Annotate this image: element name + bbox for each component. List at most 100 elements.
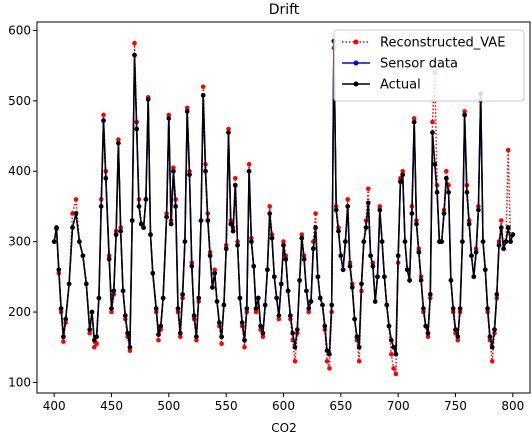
- data-point: [203, 168, 208, 174]
- data-point: [143, 197, 149, 202]
- data-point: [322, 323, 328, 329]
- data-point: [389, 352, 394, 357]
- data-point: [255, 295, 261, 301]
- data-point: [184, 109, 190, 114]
- series-actual: [51, 38, 516, 357]
- data-point: [480, 239, 486, 244]
- y-tick-label: 200: [8, 305, 31, 319]
- data-point: [166, 112, 172, 118]
- data-point: [63, 316, 68, 322]
- data-point: [457, 306, 463, 311]
- data-point: [354, 334, 360, 340]
- data-point: [425, 330, 431, 336]
- data-point: [356, 359, 362, 364]
- data-point: [175, 306, 181, 311]
- data-point: [253, 309, 259, 315]
- data-point: [120, 288, 126, 294]
- data-point: [158, 323, 164, 329]
- data-point: [320, 302, 325, 308]
- data-point: [210, 285, 215, 290]
- data-point: [398, 179, 403, 185]
- data-point: [153, 306, 159, 311]
- data-point: [333, 207, 339, 213]
- x-tick-label: 600: [272, 399, 295, 413]
- data-point: [313, 211, 318, 216]
- data-point: [164, 214, 169, 220]
- data-point: [505, 147, 511, 153]
- data-point: [246, 161, 252, 167]
- data-point: [217, 320, 222, 325]
- data-point: [405, 267, 410, 273]
- data-point: [382, 274, 387, 280]
- data-point: [145, 97, 151, 102]
- data-point: [400, 168, 406, 174]
- data-point: [274, 295, 279, 301]
- data-point: [292, 359, 298, 364]
- y-tick-label: 100: [8, 375, 31, 389]
- data-point: [421, 306, 426, 311]
- data-point: [87, 330, 92, 336]
- data-point: [487, 334, 493, 340]
- data-point: [196, 295, 201, 301]
- data-point: [423, 323, 429, 329]
- data-point: [260, 334, 266, 340]
- y-tick-label: 400: [8, 164, 31, 178]
- data-point: [219, 334, 224, 340]
- data-point: [372, 299, 378, 304]
- data-point: [132, 52, 137, 58]
- x-tick-label: 750: [444, 399, 467, 413]
- data-point: [345, 204, 351, 209]
- data-point: [425, 334, 431, 340]
- data-point: [288, 313, 293, 318]
- data-point: [94, 341, 99, 347]
- x-axis-label: CO2: [271, 421, 296, 435]
- data-point: [230, 228, 236, 234]
- data-point: [214, 299, 220, 304]
- series-line: [53, 40, 514, 356]
- data-point: [327, 352, 332, 357]
- data-point: [462, 112, 467, 118]
- data-point: [249, 239, 254, 244]
- data-point: [499, 218, 504, 223]
- data-point: [324, 348, 330, 354]
- data-point: [136, 204, 142, 209]
- data-point: [505, 225, 511, 230]
- data-point: [148, 232, 153, 237]
- data-point: [471, 274, 477, 280]
- legend-marker: [353, 81, 359, 87]
- x-tick-label: 700: [387, 399, 410, 413]
- data-point: [329, 302, 335, 308]
- data-point: [73, 211, 79, 216]
- x-tick-label: 550: [215, 399, 238, 413]
- data-point: [393, 371, 399, 377]
- axes: 400 450 500 550 600 650 700 750 800 100 200 300 400 5…: [8, 21, 531, 413]
- data-point: [306, 306, 312, 311]
- data-point: [246, 168, 252, 174]
- data-point: [350, 285, 355, 290]
- data-point: [370, 264, 376, 269]
- data-point: [194, 337, 199, 343]
- data-point: [200, 92, 206, 98]
- data-point: [295, 327, 300, 332]
- x-tick-label: 400: [43, 399, 66, 413]
- data-point: [129, 218, 135, 223]
- data-point: [441, 211, 447, 216]
- data-point: [395, 253, 401, 258]
- data-point: [290, 330, 296, 336]
- data-point: [439, 239, 445, 244]
- data-point: [281, 239, 286, 244]
- data-point: [103, 176, 109, 181]
- data-point: [308, 299, 314, 304]
- data-point: [173, 204, 178, 209]
- data-point: [70, 225, 75, 230]
- data-point: [366, 186, 371, 192]
- data-point: [212, 267, 217, 273]
- data-point: [73, 197, 79, 202]
- data-point: [297, 278, 302, 283]
- data-point: [363, 225, 369, 230]
- data-point: [239, 320, 245, 325]
- data-point: [324, 359, 330, 364]
- data-point: [483, 267, 488, 273]
- legend-label: Sensor data: [380, 57, 458, 72]
